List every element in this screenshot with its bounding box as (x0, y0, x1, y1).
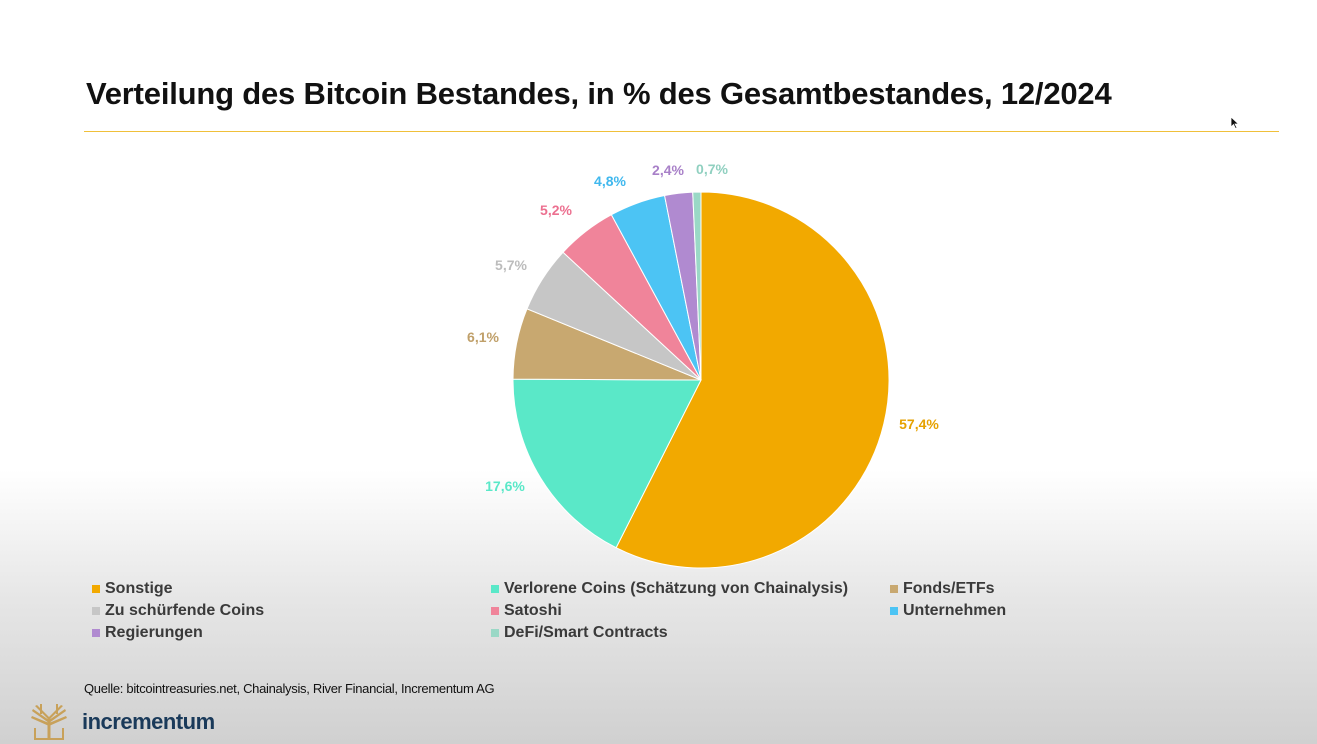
mouse-cursor-icon (1230, 116, 1240, 130)
slice-label-6: 2,4% (652, 162, 684, 178)
pie-slice-0 (615, 191, 890, 569)
slide-title: Verteilung des Bitcoin Bestandes, in % d… (86, 76, 1112, 111)
slice-label-3: 5,7% (495, 257, 527, 273)
slice-label-5: 4,8% (594, 173, 626, 189)
slice-label-2: 6,1% (467, 329, 499, 345)
incrementum-logo-icon (31, 704, 67, 740)
slice-label-1: 17,6% (485, 478, 525, 494)
slice-label-4: 5,2% (540, 202, 572, 218)
brand-name: incrementum (82, 709, 215, 734)
pie-slice-7 (692, 191, 702, 381)
source-note: Quelle: bitcointreasuries.net, Chainalys… (84, 681, 495, 696)
slice-label-7: 0,7% (696, 161, 728, 177)
pie-slice-1 (512, 378, 702, 549)
slice-label-0: 57,4% (899, 416, 939, 432)
title-divider (84, 131, 1279, 132)
